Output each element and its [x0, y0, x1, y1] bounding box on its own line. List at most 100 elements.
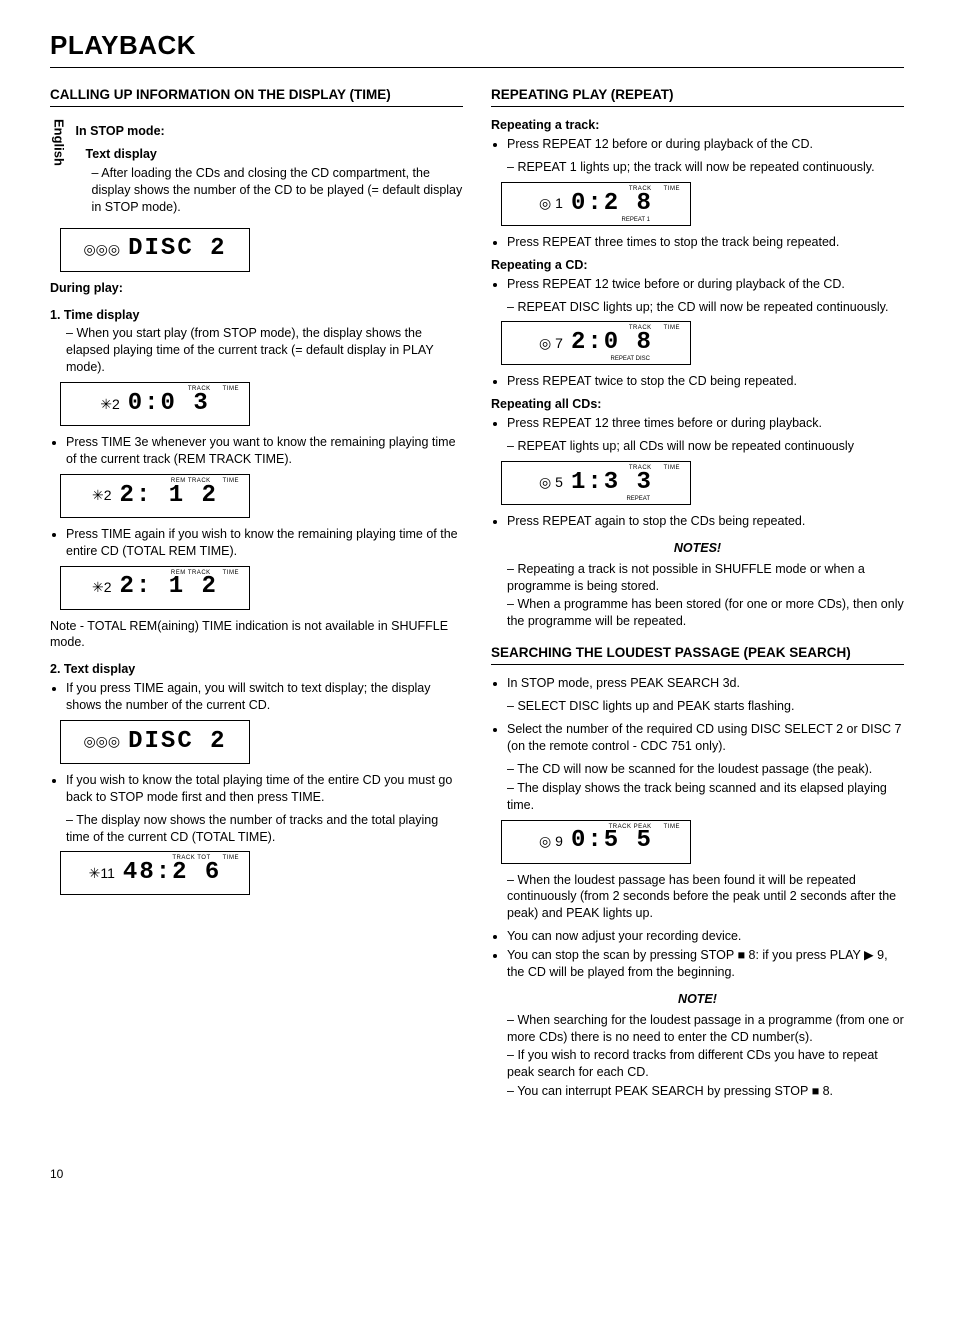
- notes-d2: When a programme has been stored (for on…: [507, 596, 904, 630]
- note2-list: When searching for the loudest passage i…: [491, 1012, 904, 1100]
- repeat-track-b2-list: Press REPEAT three times to stop the tra…: [491, 234, 904, 251]
- label-rem-track: REM TRACK: [171, 569, 211, 577]
- repeat-all-b1-list: Press REPEAT 12 three times before or du…: [491, 415, 904, 432]
- label-track-tot: TRACK TOT: [172, 854, 210, 862]
- rem-track-bullet: Press TIME 3e whenever you want to know …: [66, 434, 463, 468]
- play-icon: ✳11: [89, 864, 115, 883]
- search-b2-list: Select the number of the required CD usi…: [491, 721, 904, 755]
- repeat-cd-b2: Press REPEAT twice to stop the CD being …: [507, 373, 904, 390]
- disc-icon: ◎◎◎: [83, 732, 120, 751]
- text2-dash: The display now shows the number of trac…: [66, 812, 463, 846]
- left-column: CALLING UP INFORMATION ON THE DISPLAY (T…: [50, 86, 463, 1106]
- text2-list-1: If you press TIME again, you will switch…: [50, 680, 463, 714]
- display-text: DISC 2: [128, 233, 226, 265]
- text-display-2-heading: 2. Text display: [50, 661, 463, 678]
- display-003: TRACKTIME ✳2 0:0 3: [60, 382, 250, 426]
- stop-mode-heading: In STOP mode:: [76, 123, 463, 140]
- display-208: TRACKTIME ◎ 7 2:0 8 REPEAT DISC: [501, 321, 691, 365]
- stop-mode-text: After loading the CDs and closing the CD…: [92, 165, 463, 216]
- repeat-cd-heading: Repeating a CD:: [491, 257, 904, 274]
- text2-bullet2: If you wish to know the total playing ti…: [66, 772, 463, 806]
- repeat-track-b1: Press REPEAT 12 before or during playbac…: [507, 136, 904, 153]
- repeat-cd-b1-list: Press REPEAT 12 twice before or during p…: [491, 276, 904, 293]
- page-title: PLAYBACK: [50, 28, 904, 63]
- repeat-all-b2: Press REPEAT again to stop the CDs being…: [507, 513, 904, 530]
- search-b3: You can now adjust your recording device…: [507, 928, 904, 945]
- repeat-track-b1-list: Press REPEAT 12 before or during playbac…: [491, 136, 904, 153]
- label-repeat-1: REPEAT 1: [622, 216, 650, 224]
- label-repeat: REPEAT: [626, 495, 650, 503]
- search-d23-list: The CD will now be scanned for the loude…: [491, 761, 904, 814]
- time-display-list: When you start play (from STOP mode), th…: [50, 325, 463, 376]
- repeat-cd-b2-list: Press REPEAT twice to stop the CD being …: [491, 373, 904, 390]
- note-heading: NOTE!: [491, 991, 904, 1008]
- disc-icon: ◎ 7: [539, 334, 563, 353]
- stop-mode-list: After loading the CDs and closing the CD…: [76, 165, 463, 216]
- total-rem-list: Press TIME again if you wish to know the…: [50, 526, 463, 560]
- note2-d3: You can interrupt PEAK SEARCH by pressin…: [507, 1083, 904, 1100]
- search-d4-list: When the loudest passage has been found …: [491, 872, 904, 923]
- play-icon: ✳2: [100, 395, 120, 414]
- repeat-track-d1: REPEAT 1 lights up; the track will now b…: [507, 159, 904, 176]
- section-heading-left: CALLING UP INFORMATION ON THE DISPLAY (T…: [50, 86, 463, 107]
- right-column: REPEATING PLAY (REPEAT) Repeating a trac…: [491, 86, 904, 1106]
- note2-d2: If you wish to record tracks from differ…: [507, 1047, 904, 1081]
- label-track: TRACK: [629, 464, 652, 472]
- label-rem-track: REM TRACK: [171, 477, 211, 485]
- play-icon: ✳2: [92, 578, 112, 597]
- repeat-track-b2: Press REPEAT three times to stop the tra…: [507, 234, 904, 251]
- text-display-heading: Text display: [86, 146, 463, 163]
- repeat-cd-d1: REPEAT DISC lights up; the CD will now b…: [507, 299, 904, 316]
- search-d3: The display shows the track being scanne…: [507, 780, 904, 814]
- repeat-track-heading: Repeating a track:: [491, 117, 904, 134]
- label-track-peak: TRACK PEAK: [609, 823, 652, 831]
- repeat-all-b2-list: Press REPEAT again to stop the CDs being…: [491, 513, 904, 530]
- text2-dash-list: The display now shows the number of trac…: [50, 812, 463, 846]
- label-time: TIME: [223, 477, 239, 485]
- language-label: English: [50, 117, 68, 221]
- label-time: TIME: [664, 464, 680, 472]
- note2-d1: When searching for the loudest passage i…: [507, 1012, 904, 1046]
- repeat-cd-d1-list: REPEAT DISC lights up; the CD will now b…: [491, 299, 904, 316]
- label-repeat-disc: REPEAT DISC: [611, 355, 650, 363]
- repeat-all-d1: REPEAT lights up; all CDs will now be re…: [507, 438, 904, 455]
- disc-icon: ◎ 1: [539, 194, 563, 213]
- search-b2: Select the number of the required CD usi…: [507, 721, 904, 755]
- rem-track-list: Press TIME 3e whenever you want to know …: [50, 434, 463, 468]
- page-number: 10: [50, 1166, 904, 1182]
- display-4826: TRACK TOTTIME ✳11 48:2 6: [60, 851, 250, 895]
- search-d4: When the loudest passage has been found …: [507, 872, 904, 923]
- text2-list-2: If you wish to know the total playing ti…: [50, 772, 463, 806]
- repeat-all-b1: Press REPEAT 12 three times before or du…: [507, 415, 904, 432]
- search-d1: SELECT DISC lights up and PEAK starts fl…: [507, 698, 904, 715]
- label-time: TIME: [223, 854, 239, 862]
- repeat-track-d1-list: REPEAT 1 lights up; the track will now b…: [491, 159, 904, 176]
- repeat-all-d1-list: REPEAT lights up; all CDs will now be re…: [491, 438, 904, 455]
- time-display-heading: 1. Time display: [50, 307, 463, 324]
- label-time: TIME: [664, 324, 680, 332]
- search-d2: The CD will now be scanned for the loude…: [507, 761, 904, 778]
- notes-d1: Repeating a track is not possible in SHU…: [507, 561, 904, 595]
- label-track: TRACK: [629, 324, 652, 332]
- repeat-all-heading: Repeating all CDs:: [491, 396, 904, 413]
- label-time: TIME: [223, 385, 239, 393]
- disc-icon: ◎ 9: [539, 832, 563, 851]
- section-heading-repeat: REPEATING PLAY (REPEAT): [491, 86, 904, 107]
- total-rem-bullet: Press TIME again if you wish to know the…: [66, 526, 463, 560]
- search-b4: You can stop the scan by pressing STOP ■…: [507, 947, 904, 981]
- during-play-heading: During play:: [50, 280, 463, 297]
- search-d1-list: SELECT DISC lights up and PEAK starts fl…: [491, 698, 904, 715]
- play-icon: ✳2: [92, 486, 112, 505]
- search-b1-list: In STOP mode, press PEAK SEARCH 3d.: [491, 675, 904, 692]
- display-133: TRACKTIME ◎ 5 1:3 3 REPEAT: [501, 461, 691, 505]
- notes-heading: NOTES!: [491, 540, 904, 557]
- label-time: TIME: [223, 569, 239, 577]
- title-rule: [50, 67, 904, 68]
- display-disc-2-a: ◎◎◎ DISC 2: [60, 228, 250, 272]
- display-disc-2-b: ◎◎◎ DISC 2: [60, 720, 250, 764]
- search-b34-list: You can now adjust your recording device…: [491, 928, 904, 981]
- display-212-a: REM TRACKTIME ✳2 2: 1 2: [60, 474, 250, 518]
- label-track: TRACK: [188, 385, 211, 393]
- label-track: TRACK: [629, 185, 652, 193]
- display-055: TRACK PEAKTIME ◎ 9 0:5 5: [501, 820, 691, 864]
